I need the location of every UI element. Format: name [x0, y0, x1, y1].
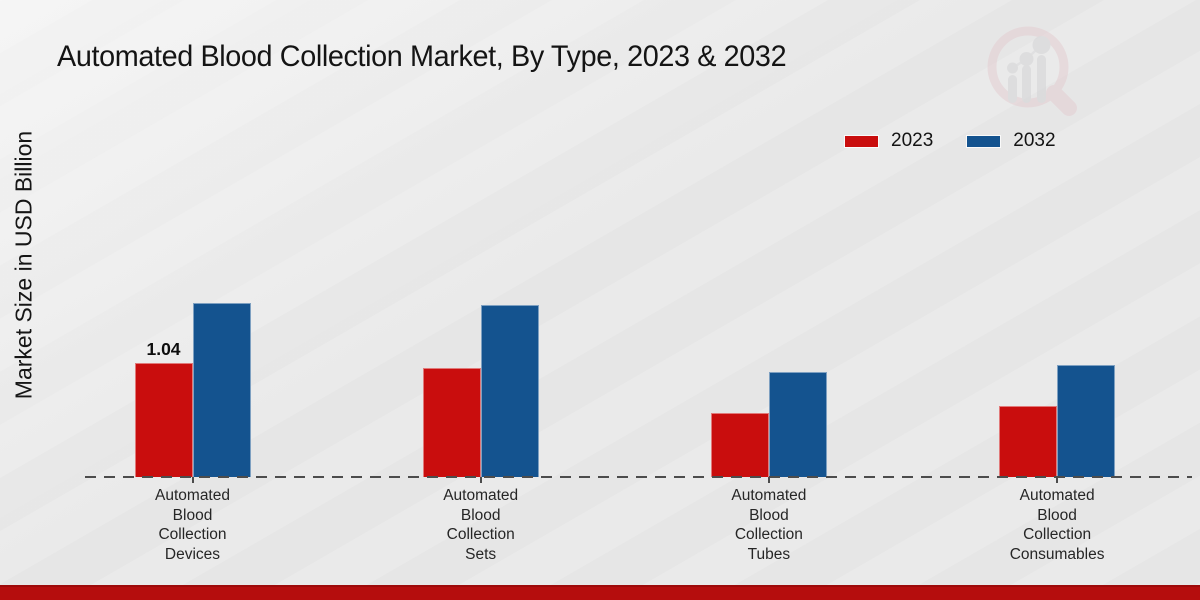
- bar-2023-category-0: [134, 363, 193, 477]
- legend: 2023 2032: [845, 130, 1056, 152]
- category-label: Automated Blood Collection Devices: [155, 487, 230, 563]
- x-axis-tick: [191, 477, 194, 483]
- x-axis-tick: [1056, 477, 1059, 483]
- bar-2023-category-1: [422, 368, 481, 477]
- bar-value-label: 1.04: [146, 339, 181, 360]
- x-axis-tick: [479, 477, 482, 483]
- legend-label-2032: 2032: [1013, 130, 1056, 151]
- bar-2032-category-1: [480, 305, 539, 477]
- legend-item-2032: 2032: [967, 130, 1056, 152]
- footer-strip: [0, 585, 1200, 600]
- bar-2032-category-3: [1057, 365, 1116, 477]
- legend-item-2023: 2023: [845, 130, 933, 152]
- legend-swatch-2023: [845, 135, 878, 147]
- chart-title: Automated Blood Collection Market, By Ty…: [57, 40, 787, 73]
- bar-2032-category-0: [192, 303, 251, 477]
- category-label: Automated Blood Collection Consumables: [1009, 487, 1105, 563]
- category-label: Automated Blood Collection Tubes: [731, 487, 807, 563]
- legend-swatch-2032: [967, 135, 1001, 147]
- x-axis-tick: [767, 477, 770, 483]
- bar-2023-category-3: [999, 406, 1058, 477]
- x-axis-baseline: [85, 476, 1192, 478]
- category-label: Automated Blood Collection Sets: [443, 487, 519, 563]
- bar-chart-magnifier-logo-icon: [965, 15, 1105, 130]
- bar-2023-category-2: [710, 413, 769, 477]
- legend-label-2023: 2023: [891, 130, 934, 151]
- bar-2032-category-2: [768, 372, 827, 477]
